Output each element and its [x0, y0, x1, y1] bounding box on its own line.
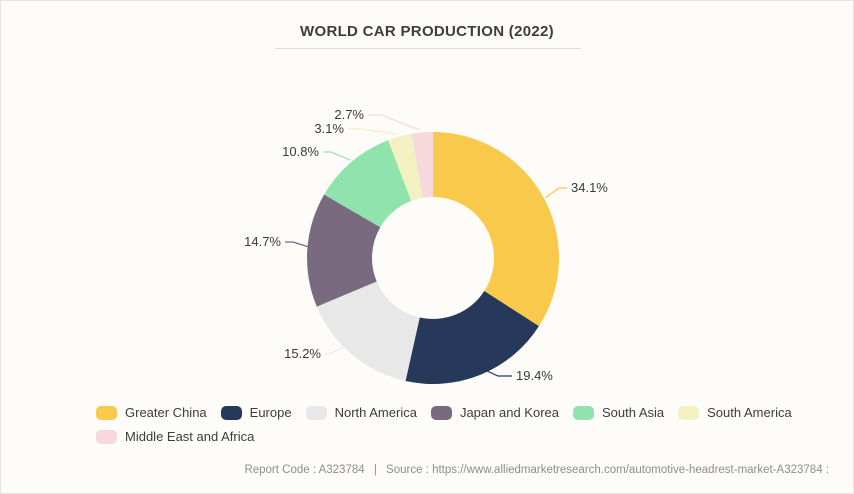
leader-line [544, 187, 567, 199]
legend-swatch [572, 405, 594, 420]
slice-value-label: 3.1% [314, 121, 344, 136]
footer-separator: | [373, 464, 377, 476]
legend-swatch [96, 429, 117, 444]
legend-swatch [220, 405, 242, 420]
legend-swatch [678, 405, 700, 420]
slice-south-asia[interactable] [324, 140, 412, 228]
legend-label: Europe [249, 405, 292, 420]
legend-item-greater-china[interactable]: Greater China [96, 405, 207, 420]
slice-value-label: 19.4% [516, 368, 553, 383]
slice-value-label: 14.7% [244, 234, 281, 249]
slice-japan-and-korea[interactable] [306, 194, 381, 307]
legend: Greater China Europe North America Japan… [96, 405, 796, 444]
legend-item-south-america[interactable]: South America [678, 405, 792, 420]
legend-swatch [430, 405, 452, 420]
leader-line [325, 343, 352, 355]
legend-label: North America [334, 405, 417, 420]
legend-item-middle-east-and-africa[interactable]: Middle East and Africa [96, 429, 254, 444]
slice-europe[interactable] [405, 291, 539, 385]
legend-label: Middle East and Africa [125, 429, 255, 444]
slice-north-america[interactable] [316, 281, 420, 381]
chart-header: WORLD CAR PRODUCTION (2022) [1, 23, 853, 41]
leader-line [348, 128, 398, 135]
source-text: Source : https://www.alliedmarketresearc… [386, 464, 829, 476]
page-title: WORLD CAR PRODUCTION (2022) [300, 23, 554, 40]
legend-item-japan-and-korea[interactable]: Japan and Korea [430, 405, 559, 420]
report-footer: Report Code : A323784 | Source : https:/… [241, 464, 832, 476]
title-divider [275, 48, 581, 49]
leader-line [462, 359, 512, 377]
slice-south-america[interactable] [388, 133, 423, 202]
legend-item-europe[interactable]: Europe [220, 405, 292, 420]
legend-label: Japan and Korea [459, 405, 559, 420]
slice-value-label: 34.1% [571, 180, 608, 195]
leader-line [323, 151, 351, 161]
report-code: Report Code : A323784 [244, 464, 365, 476]
legend-label: South America [707, 405, 792, 420]
slice-value-label: 10.8% [282, 144, 319, 159]
slice-greater-china[interactable] [433, 132, 560, 327]
leader-line [368, 114, 421, 131]
legend-swatch [96, 405, 117, 420]
leader-line [285, 241, 310, 248]
slice-middle-east-and-africa[interactable] [411, 132, 433, 198]
legend-swatch [305, 405, 327, 420]
legend-label: Greater China [125, 405, 207, 420]
legend-item-north-america[interactable]: North America [305, 405, 417, 420]
legend-label: South Asia [601, 405, 665, 420]
slice-value-label: 2.7% [334, 107, 364, 122]
legend-item-south-asia[interactable]: South Asia [572, 405, 665, 420]
slice-value-label: 15.2% [284, 346, 321, 361]
